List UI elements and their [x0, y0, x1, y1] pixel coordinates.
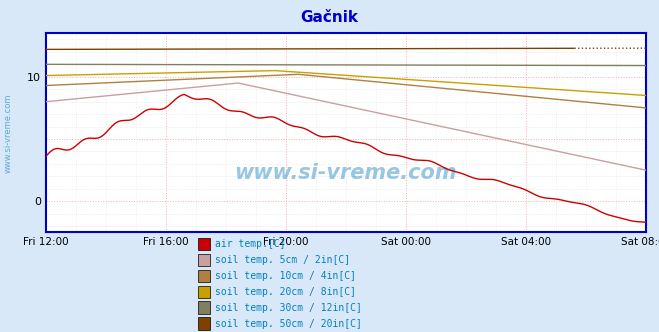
Text: soil temp. 50cm / 20in[C]: soil temp. 50cm / 20in[C]: [215, 319, 362, 329]
Text: soil temp. 30cm / 12in[C]: soil temp. 30cm / 12in[C]: [215, 303, 362, 313]
Text: Gačnik: Gačnik: [301, 10, 358, 25]
Text: air temp.[C]: air temp.[C]: [215, 239, 285, 249]
Text: www.si-vreme.com: www.si-vreme.com: [235, 163, 457, 183]
Text: www.si-vreme.com: www.si-vreme.com: [3, 93, 13, 173]
Text: soil temp. 20cm / 8in[C]: soil temp. 20cm / 8in[C]: [215, 287, 356, 297]
Text: soil temp. 10cm / 4in[C]: soil temp. 10cm / 4in[C]: [215, 271, 356, 281]
Text: soil temp. 5cm / 2in[C]: soil temp. 5cm / 2in[C]: [215, 255, 350, 265]
